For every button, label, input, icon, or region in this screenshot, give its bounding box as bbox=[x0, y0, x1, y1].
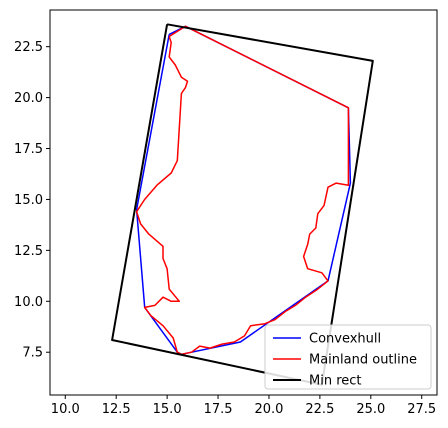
axes-layer: 10.0 12.5 15.0 17.5 20.0 22.5 25.0 27.5 7.5 10.0 1… bbox=[14, 40, 436, 417]
legend-box bbox=[264, 324, 432, 390]
x-tick-label: 17.5 bbox=[204, 402, 233, 417]
legend-label-1: Mainland outline bbox=[309, 353, 417, 368]
x-tick-label: 12.5 bbox=[102, 402, 131, 417]
x-tick-label: 27.5 bbox=[407, 402, 436, 417]
legend-label-2: Min rect bbox=[309, 374, 362, 389]
y-tick-label: 7.5 bbox=[22, 346, 43, 361]
series-line-1 bbox=[135, 25, 350, 356]
legend-label-0: Convexhull bbox=[309, 332, 381, 347]
y-tick-label: 20.0 bbox=[14, 91, 43, 106]
plot-area bbox=[49, 9, 438, 396]
x-tick-label: 20.0 bbox=[254, 402, 283, 417]
y-tick-label: 17.5 bbox=[14, 142, 43, 157]
x-tick-label: 22.5 bbox=[305, 402, 334, 417]
x-tick-label: 15.0 bbox=[153, 402, 182, 417]
x-tick-label: 10.0 bbox=[51, 402, 80, 417]
series-line-0 bbox=[135, 25, 352, 356]
y-tick-label: 12.5 bbox=[14, 244, 43, 259]
x-tick-label: 25.0 bbox=[356, 402, 385, 417]
y-tick-label: 15.0 bbox=[14, 193, 43, 208]
y-tick-label: 10.0 bbox=[14, 295, 43, 310]
legend: Convexhull Mainland outline Min rect bbox=[264, 324, 432, 390]
y-tick-label: 22.5 bbox=[14, 40, 43, 55]
